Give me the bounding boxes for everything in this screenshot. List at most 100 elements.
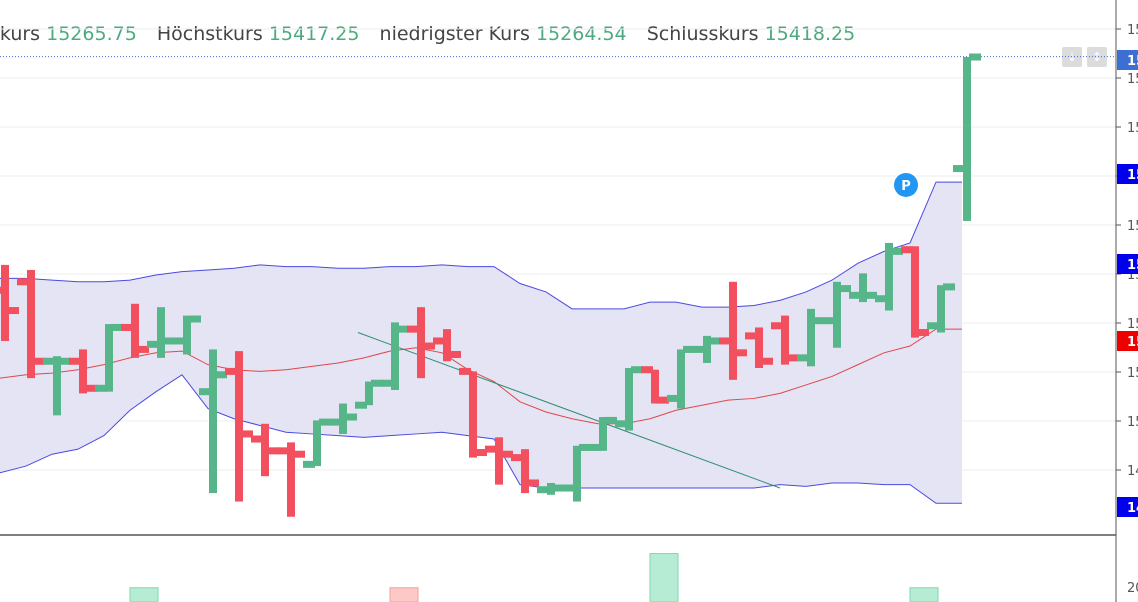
ohlc-close-tick — [85, 384, 97, 392]
ohlc-close-tick — [501, 450, 513, 458]
ohlc-close-tick — [449, 350, 461, 358]
ohlc-close-tick — [111, 323, 123, 331]
ohlc-close-tick — [293, 450, 305, 458]
ohlc-close-tick — [189, 315, 201, 323]
volume-bar — [649, 553, 679, 602]
ohlc-open-tick — [589, 443, 601, 451]
price-axis-label: 15 — [1127, 317, 1138, 332]
ohlc-bar — [1, 264, 9, 341]
ohlc-bar — [729, 281, 737, 380]
price-axis-label: 15 — [1127, 72, 1138, 87]
ohlc-open-tick — [407, 325, 419, 333]
event-marker — [894, 172, 918, 197]
ohlc-close-tick — [657, 396, 669, 404]
ohlc-bar — [443, 329, 451, 362]
ohlc-open-tick — [199, 388, 211, 396]
ohlc-open-tick — [303, 460, 315, 468]
ohlc-bar — [781, 315, 789, 365]
price-tag-label: 14 — [1127, 501, 1138, 516]
price-tag — [1117, 164, 1138, 184]
ohlc-close-tick — [7, 307, 19, 315]
ohlc-bar — [287, 442, 295, 517]
ohlc-bar — [209, 349, 217, 494]
scale-toggle-button[interactable]: ↕ — [1087, 47, 1107, 67]
ohlc-open-tick — [485, 445, 497, 453]
ohlc-open-tick — [0, 286, 3, 294]
price-tag — [1117, 331, 1138, 351]
ohlc-open-tick — [17, 278, 29, 286]
ohlc-open-tick — [147, 340, 159, 348]
ohlc-bar — [625, 368, 633, 431]
ohlc-close-tick — [267, 447, 279, 455]
ohlc-close-tick — [761, 357, 773, 365]
ohlc-bar — [53, 356, 61, 416]
ohlc-close-tick — [917, 329, 929, 337]
ohlc-bar — [391, 322, 399, 390]
ohlc-bar — [833, 281, 841, 348]
event-marker-label: P — [901, 179, 911, 194]
price-axis-label: 15 — [1127, 415, 1138, 430]
ohlc-bar — [937, 285, 945, 333]
ohlc-close-tick — [969, 53, 981, 61]
ohlc-open-tick — [43, 357, 55, 365]
ohlc-close-tick — [735, 349, 747, 357]
bollinger-band-fill — [0, 182, 962, 504]
ohlc-open-tick — [173, 337, 185, 345]
ohlc-close-tick — [813, 317, 825, 325]
ohlc-close-tick — [163, 337, 175, 345]
ohlc-close-tick — [345, 413, 357, 421]
ohlc-close-tick — [709, 337, 721, 345]
price-tag — [1117, 50, 1138, 70]
volume-bar — [909, 587, 939, 602]
ohlc-open-tick — [771, 322, 783, 330]
ohlc-open-tick — [797, 354, 809, 362]
ohlc-open-tick — [121, 323, 133, 331]
ohlc-open-tick — [251, 435, 263, 443]
volume-bar — [389, 587, 419, 602]
ohlc-open-tick — [849, 291, 861, 299]
ohlc-close-tick — [527, 479, 539, 487]
ohlc-open-tick — [563, 484, 575, 492]
price-tag-label: 15 — [1127, 54, 1138, 69]
price-tag-label: 15 — [1127, 258, 1138, 273]
ohlc-close-tick — [631, 366, 643, 374]
bollinger-lower-line — [0, 374, 962, 504]
ohlc-open-tick — [745, 332, 757, 340]
ohlc-bar — [677, 349, 685, 409]
ohlc-close-tick — [475, 449, 487, 457]
ohlc-bar — [27, 269, 35, 379]
ohlc-close-tick — [891, 247, 903, 255]
ohlc-open-tick — [667, 394, 679, 402]
ohlc-open-tick — [641, 366, 653, 374]
ohlc-open-tick — [381, 379, 393, 387]
ohlc-open-tick — [719, 337, 731, 345]
trend-line — [357, 332, 781, 489]
ohlc-bar — [911, 246, 919, 338]
bollinger-upper-line — [0, 181, 962, 310]
price-axis-label: 15 — [1127, 23, 1138, 38]
ohlc-open-tick — [901, 246, 913, 254]
ohlc-open-tick — [433, 337, 445, 345]
ohlc-bar — [417, 307, 425, 379]
ohlc-bar — [807, 308, 815, 367]
ohlc-open-tick — [225, 367, 237, 375]
ohlc-bar — [651, 369, 659, 404]
ohlc-close-tick — [371, 379, 383, 387]
ohlc-open-tick — [69, 357, 81, 365]
ohlc-bar — [183, 315, 191, 355]
ohlc-close-tick — [319, 418, 331, 426]
ohlc-bar — [469, 371, 477, 458]
price-tag-label: 15 — [1127, 168, 1138, 183]
ohlc-bar — [365, 381, 373, 406]
ohlc-open-tick — [693, 345, 705, 353]
volume-axis-label: 20 — [1127, 581, 1138, 596]
ohlc-close-tick — [33, 357, 45, 365]
ohlc-close-tick — [59, 357, 71, 365]
ohlc-close-tick — [865, 291, 877, 299]
ohlc-bar — [521, 449, 529, 494]
ohlc-open-tick — [277, 447, 289, 455]
ohlc-open-tick — [927, 322, 939, 330]
ohlc-open-tick — [355, 401, 367, 409]
ohlc-close-tick — [605, 416, 617, 424]
